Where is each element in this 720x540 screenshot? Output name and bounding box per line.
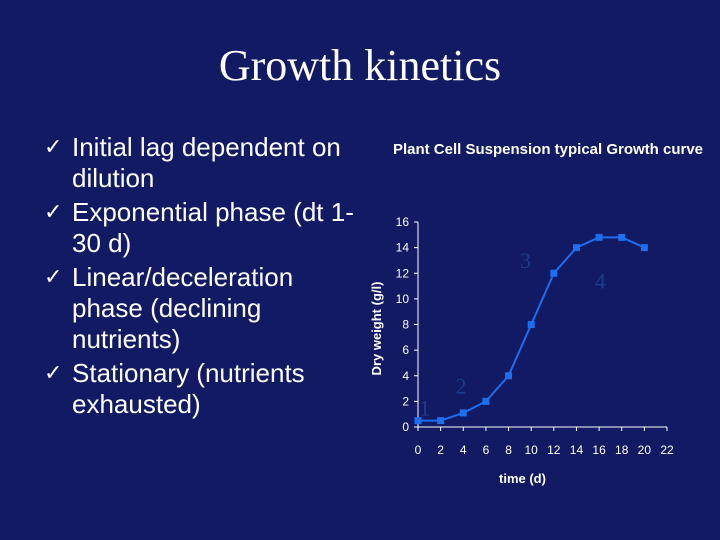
y-tick-label: 12 — [396, 266, 410, 280]
slide-title: Growth kinetics — [218, 41, 502, 90]
data-point — [618, 233, 626, 241]
x-tick-label: 0 — [415, 443, 422, 457]
phase-annotation: 1 — [419, 395, 430, 420]
y-tick-label: 4 — [402, 369, 409, 383]
x-tick-label: 8 — [505, 443, 512, 457]
phase-annotation: 3 — [520, 248, 531, 273]
x-tick-label: 2 — [437, 443, 444, 457]
data-point — [482, 397, 490, 405]
x-tick-label: 18 — [615, 443, 629, 457]
check-icon: ✓ — [44, 265, 63, 290]
data-point — [595, 233, 603, 241]
y-tick-label: 0 — [402, 420, 409, 434]
bullet-text: Stationary (nutrients exhausted) — [72, 358, 305, 419]
bullet-text: Initial lag dependent on dilution — [72, 132, 341, 193]
x-tick-label: 12 — [547, 443, 561, 457]
chart-title: Plant Cell Suspension typical Growth cur… — [392, 141, 704, 158]
bullet-item: ✓ Initial lag dependent on dilution — [44, 132, 364, 194]
x-tick-label: 4 — [460, 443, 467, 457]
y-tick-label: 16 — [396, 215, 410, 229]
check-icon: ✓ — [44, 361, 63, 386]
y-tick-label: 10 — [396, 292, 410, 306]
x-tick-label: 20 — [638, 443, 652, 457]
data-point — [640, 244, 648, 252]
bullet-list: ✓ Initial lag dependent on dilution ✓ Ex… — [44, 132, 364, 423]
data-point — [550, 269, 558, 277]
y-tick-label: 14 — [396, 241, 410, 255]
x-tick-label: 16 — [592, 443, 606, 457]
phase-annotation: 2 — [456, 374, 467, 399]
bullet-item: ✓ Exponential phase (dt 1-30 d) — [44, 197, 364, 259]
y-tick-label: 6 — [402, 343, 409, 357]
data-point — [414, 417, 422, 425]
x-tick-label: 10 — [525, 443, 539, 457]
x-tick-label: 22 — [660, 443, 674, 457]
y-tick-label: 8 — [402, 318, 409, 332]
check-icon: ✓ — [44, 135, 63, 160]
bullet-text: Linear/deceleration phase (declining nut… — [72, 262, 294, 354]
y-axis-label: Dry weight (g/l) — [369, 282, 384, 376]
data-point — [572, 244, 580, 252]
bullet-item: ✓ Stationary (nutrients exhausted) — [44, 358, 364, 420]
data-point — [505, 372, 513, 380]
x-tick-label: 14 — [570, 443, 584, 457]
data-point — [459, 409, 467, 417]
bullet-text: Exponential phase (dt 1-30 d) — [72, 197, 354, 258]
data-point — [527, 321, 535, 328]
check-icon: ✓ — [44, 200, 63, 225]
x-tick-label: 6 — [483, 443, 490, 457]
series-line — [418, 236, 645, 422]
data-point — [437, 417, 445, 425]
bullet-item: ✓ Linear/deceleration phase (declining n… — [44, 262, 364, 355]
x-axis-label: time (d) — [499, 471, 546, 486]
y-tick-label: 2 — [402, 394, 409, 408]
phase-annotation: 4 — [595, 269, 606, 294]
